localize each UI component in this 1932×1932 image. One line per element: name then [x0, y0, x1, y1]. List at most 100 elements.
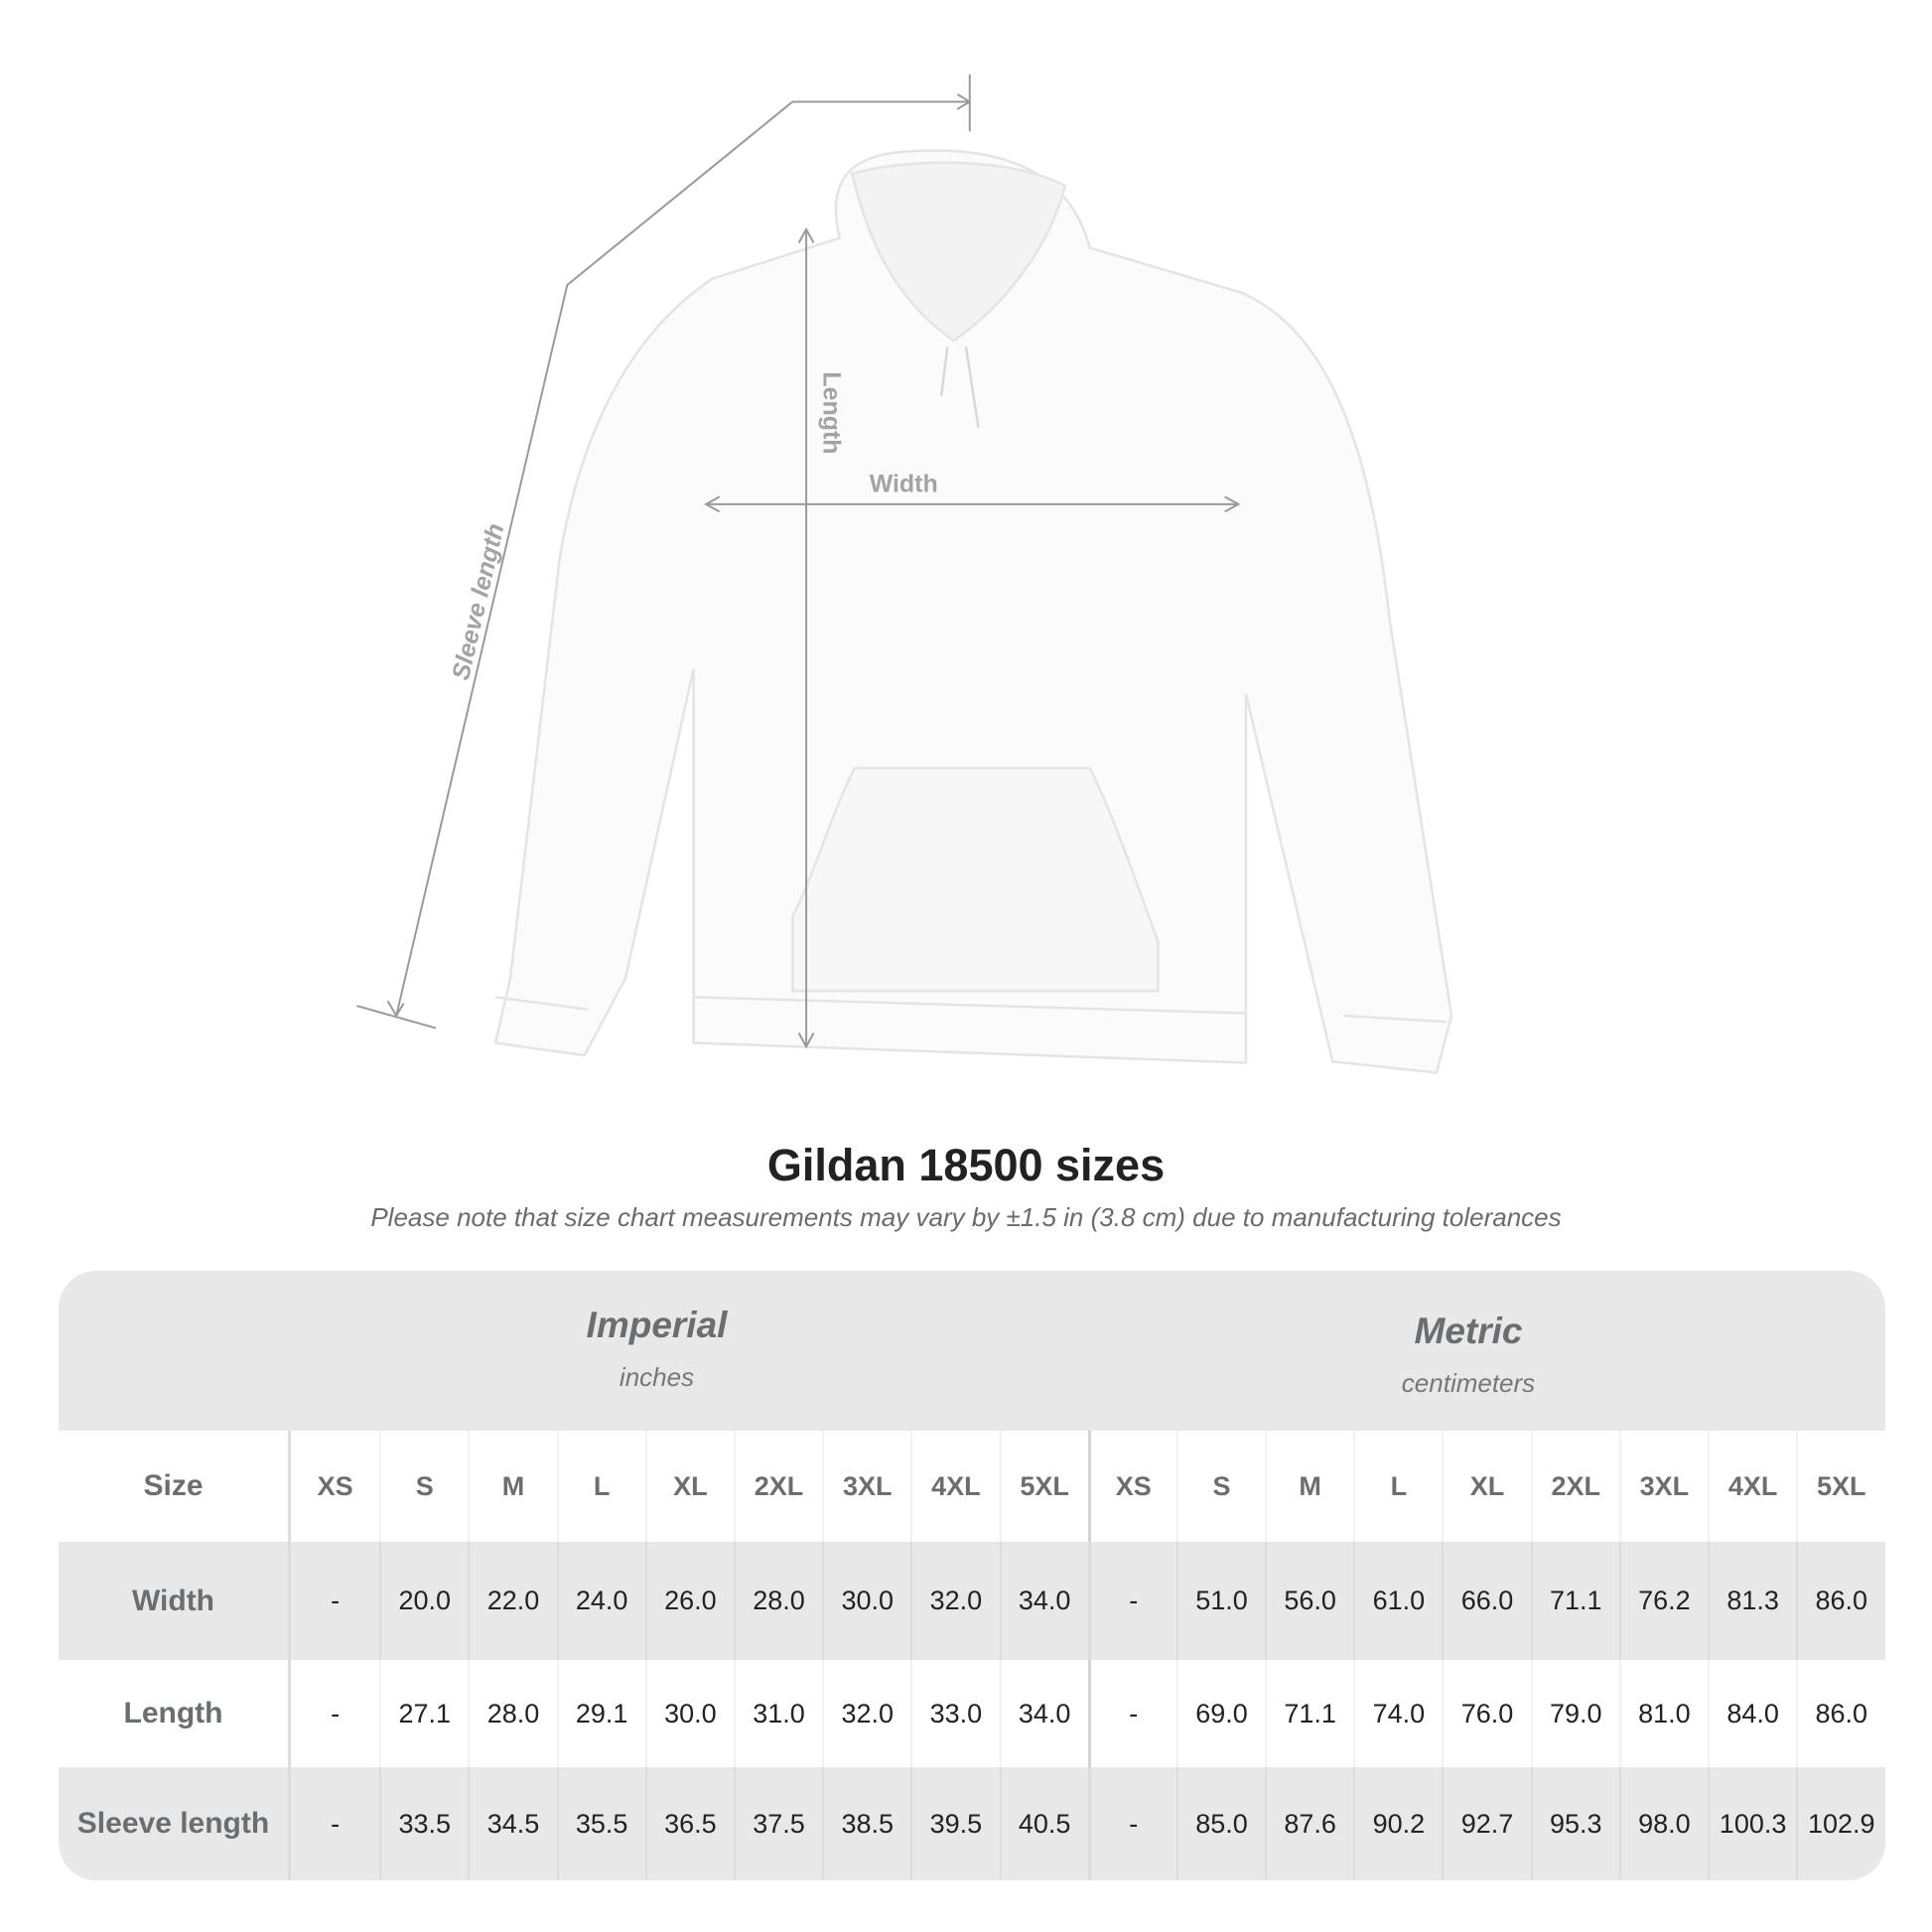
imperial-value-cell: 28.0	[468, 1660, 556, 1767]
metric-value-cell: 66.0	[1442, 1542, 1530, 1660]
size-header-cell: 3XL	[822, 1431, 910, 1542]
imperial-value-cell: 32.0	[910, 1542, 999, 1660]
imperial-value-cell: 37.5	[733, 1767, 822, 1880]
row-label: Length	[59, 1660, 291, 1767]
imperial-value-cell: 26.0	[644, 1542, 734, 1660]
imperial-value-cell: 33.0	[910, 1660, 999, 1767]
hoodie-illustration: Sleeve length Length Width	[355, 74, 1453, 1074]
hoodie-image	[493, 149, 1453, 1074]
size-header-cell: 5XL	[1796, 1431, 1884, 1542]
measure-lines	[355, 74, 1241, 1049]
length-label: Length	[818, 371, 846, 454]
metric-value-cell: -	[1087, 1660, 1176, 1767]
size-header-cell: XS	[317, 1470, 353, 1501]
imperial-value-cell: -	[331, 1698, 341, 1728]
tolerance-note: Please note that size chart measurements…	[370, 1202, 1562, 1232]
metric-value-cell: 76.0	[1442, 1660, 1530, 1767]
metric-value-cell: 100.3	[1708, 1767, 1796, 1880]
imperial-value-cell: -	[331, 1808, 341, 1839]
metric-value-cell: 74.0	[1353, 1660, 1442, 1767]
metric-value-cell: 85.0	[1175, 1767, 1265, 1880]
metric-value-cell: 79.0	[1530, 1660, 1619, 1767]
imperial-value-cell: 28.0	[733, 1542, 822, 1660]
size-header-cell: 4XL	[1708, 1431, 1796, 1542]
imperial-value-cell: -	[331, 1586, 341, 1615]
sleeve-arrowheads	[386, 93, 972, 1019]
size-header-cell: 5XL	[999, 1431, 1088, 1542]
row-label: Size	[59, 1431, 291, 1542]
metric-value-cell: 81.3	[1708, 1542, 1796, 1660]
metric-value-cell: 76.2	[1618, 1542, 1708, 1660]
metric-value-cell: 81.0	[1618, 1660, 1708, 1767]
length-line	[797, 226, 815, 1049]
unit-header-band: Imperial inches Metric centimeters	[59, 1271, 1885, 1431]
size-header-cell: S	[1175, 1431, 1265, 1542]
row-label: Sleeve length	[59, 1767, 291, 1880]
table-row: Width -20.0 22.0 24.0 26.0 28.0 30.0 32.0 34.0-5…	[59, 1542, 1885, 1660]
width-label: Width	[870, 470, 938, 497]
imperial-value-cell: 22.0	[468, 1542, 556, 1660]
metric-value-cell: 71.1	[1265, 1660, 1353, 1767]
sleeve-length-line	[355, 74, 971, 1030]
metric-value-cell: 87.6	[1265, 1767, 1353, 1880]
metric-title: Metric	[1414, 1311, 1523, 1351]
size-header-cell: 4XL	[910, 1431, 999, 1542]
metric-value-cell: 92.7	[1442, 1767, 1530, 1880]
size-header-row: Size XS S M L XL 2XL 3XL 4XL 5XL XS S M L XL 2XL 3XL 4XL 5…	[59, 1431, 1885, 1542]
metric-value-cell: 56.0	[1265, 1542, 1353, 1660]
table-row: Sleeve length - 33.5 34.5 35.5 36.5 37.5 38.5 39…	[59, 1767, 1885, 1880]
table-row: Length -27.1 28.0 29.1 30.0 31.0 32.0 33.0 34.0-…	[59, 1660, 1885, 1767]
metric-value-cell: -	[1087, 1542, 1176, 1660]
row-label: Width	[59, 1542, 291, 1660]
width-line	[703, 495, 1241, 513]
size-chart-table: Imperial inches Metric centimeters Size X…	[59, 1271, 1885, 1880]
imperial-value-cell: 36.5	[644, 1767, 734, 1880]
metric-value-cell: 84.0	[1708, 1660, 1796, 1767]
imperial-value-cell: 27.1	[379, 1660, 468, 1767]
imperial-value-cell: 40.5	[999, 1767, 1088, 1880]
metric-value-cell: 71.1	[1530, 1542, 1619, 1660]
size-header-cell: M	[1265, 1431, 1353, 1542]
imperial-value-cell: 38.5	[822, 1767, 910, 1880]
size-header-cell: L	[556, 1431, 645, 1542]
metric-value-cell: 86.0	[1796, 1660, 1884, 1767]
metric-unit: centimeters	[1401, 1368, 1536, 1398]
imperial-title: Imperial	[586, 1305, 728, 1345]
metric-value-cell: 98.0	[1618, 1767, 1708, 1880]
imperial-value-cell: 30.0	[644, 1660, 734, 1767]
page-title: Gildan 18500 sizes	[766, 1140, 1166, 1190]
size-header-cell: S	[379, 1431, 468, 1542]
imperial-value-cell: 34.0	[999, 1660, 1088, 1767]
imperial-value-cell: 31.0	[733, 1660, 822, 1767]
metric-header: Metric centimeters	[1141, 1311, 1796, 1399]
imperial-value-cell: 35.5	[556, 1767, 645, 1880]
metric-value-cell: 95.3	[1530, 1767, 1619, 1880]
imperial-value-cell: 33.5	[379, 1767, 468, 1880]
imperial-value-cell: 24.0	[556, 1542, 645, 1660]
metric-value-cell: 69.0	[1175, 1660, 1265, 1767]
imperial-value-cell: 39.5	[910, 1767, 999, 1880]
metric-value-cell: 51.0	[1175, 1542, 1265, 1660]
size-header-cell: M	[468, 1431, 556, 1542]
metric-value-cell: -	[1087, 1767, 1176, 1880]
imperial-header: Imperial inches	[346, 1305, 967, 1393]
size-header-cell: XS	[1087, 1431, 1176, 1542]
imperial-value-cell: 29.1	[556, 1660, 645, 1767]
size-header-cell: XL	[644, 1431, 734, 1542]
imperial-value-cell: 30.0	[822, 1542, 910, 1660]
size-header-cell: 2XL	[1530, 1431, 1619, 1542]
imperial-unit: inches	[619, 1362, 695, 1392]
imperial-value-cell: 32.0	[822, 1660, 910, 1767]
size-header-cell: L	[1353, 1431, 1442, 1542]
imperial-value-cell: 20.0	[379, 1542, 468, 1660]
metric-value-cell: 86.0	[1796, 1542, 1884, 1660]
metric-value-cell: 90.2	[1353, 1767, 1442, 1880]
metric-value-cell: 61.0	[1353, 1542, 1442, 1660]
imperial-value-cell: 34.5	[468, 1767, 556, 1880]
size-header-cell: 3XL	[1618, 1431, 1708, 1542]
size-header-cell: 2XL	[733, 1431, 822, 1542]
imperial-value-cell: 34.0	[999, 1542, 1088, 1660]
size-header-cell: XL	[1442, 1431, 1530, 1542]
metric-value-cell: 102.9	[1796, 1767, 1884, 1880]
sleeve-length-label: Sleeve length	[447, 521, 509, 683]
